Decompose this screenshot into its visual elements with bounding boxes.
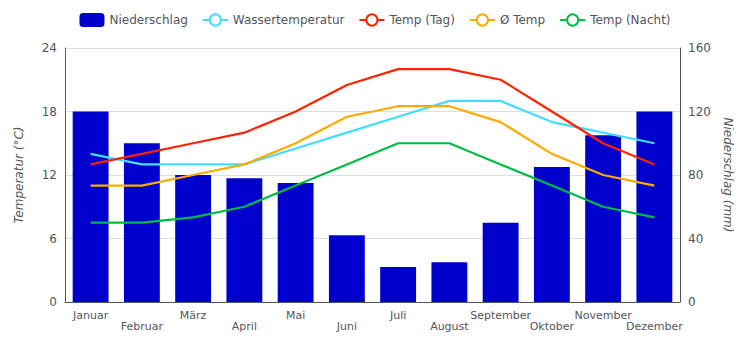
svg-text:Dezember: Dezember: [626, 320, 683, 333]
svg-text:6: 6: [49, 232, 57, 246]
svg-text:August: August: [430, 320, 469, 333]
svg-text:Wassertemperatur: Wassertemperatur: [233, 13, 345, 27]
svg-text:18: 18: [42, 105, 57, 119]
svg-text:Temp (Nacht): Temp (Nacht): [589, 13, 670, 27]
svg-text:April: April: [232, 320, 257, 333]
svg-text:September: September: [470, 309, 531, 322]
svg-text:120: 120: [688, 105, 711, 119]
svg-text:0: 0: [49, 295, 57, 309]
svg-text:Temp (Tag): Temp (Tag): [388, 13, 454, 27]
svg-text:12: 12: [42, 168, 57, 182]
svg-text:März: März: [180, 309, 207, 322]
svg-text:Temperatur (°C): Temperatur (°C): [12, 126, 26, 223]
svg-text:Niederschlag: Niederschlag: [109, 13, 187, 27]
svg-text:160: 160: [688, 41, 711, 55]
svg-text:Oktober: Oktober: [530, 320, 575, 333]
svg-text:Juni: Juni: [336, 320, 357, 333]
svg-text:Mai: Mai: [286, 309, 305, 322]
svg-text:Ø Temp: Ø Temp: [500, 13, 545, 27]
svg-text:Juli: Juli: [389, 309, 406, 322]
svg-text:24: 24: [42, 41, 57, 55]
svg-text:Februar: Februar: [121, 320, 164, 333]
svg-text:40: 40: [688, 232, 703, 246]
svg-text:0: 0: [688, 295, 696, 309]
svg-text:80: 80: [688, 168, 703, 182]
svg-text:November: November: [575, 309, 633, 322]
svg-text:Niederschlag (mm): Niederschlag (mm): [721, 118, 735, 233]
svg-text:Januar: Januar: [72, 309, 109, 322]
